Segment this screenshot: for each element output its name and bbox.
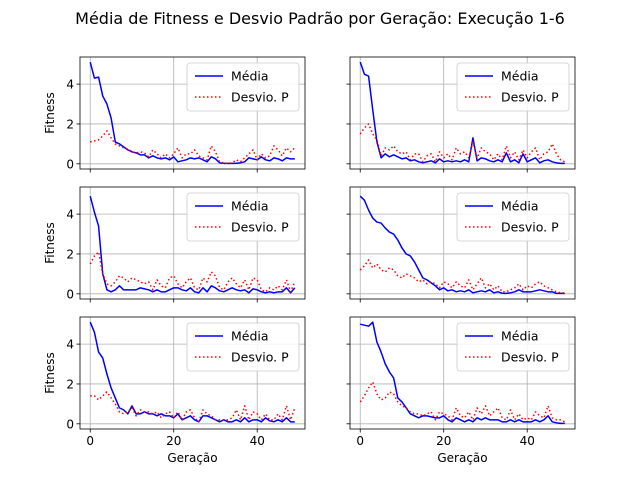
- series-group: [89, 321, 296, 423]
- x-tick-label: 0: [356, 434, 364, 448]
- series-line-desvio: [89, 251, 296, 293]
- legend-box: [186, 322, 300, 372]
- series-group: [359, 195, 565, 295]
- legend: Média Desvio. P: [456, 62, 570, 112]
- series-line-desvio: [359, 381, 566, 423]
- y-tick-label: 0: [66, 417, 74, 431]
- legend-box: [456, 62, 570, 112]
- subplot-row3-left: 0 20 40 0 2 4 Fitness Geração Média Desvio. P: [43, 316, 306, 465]
- y-tick-label: 4: [66, 78, 74, 92]
- subplot-row2-left: 0 2 4 Fitness Média Desvio. P: [43, 186, 306, 303]
- y-axis-label: Fitness: [43, 222, 57, 264]
- subplot-grid: 0 2 4 Fitness Média Desvio. P Média Desvio. P 0 2…: [43, 56, 576, 465]
- y-axis-label: Fitness: [43, 92, 57, 134]
- subplot-row2-right: Média Desvio. P: [346, 186, 576, 303]
- subplot-row1-left: 0 2 4 Fitness Média Desvio. P: [43, 56, 306, 173]
- legend: Média Desvio. P: [186, 322, 300, 372]
- axes-frame: [349, 316, 576, 430]
- series-group: [89, 61, 296, 165]
- legend-label-media: Média: [501, 199, 539, 214]
- axes-frame: [79, 186, 306, 300]
- y-tick-label: 2: [66, 247, 74, 261]
- legend-label-desvio: Desvio. P: [231, 220, 289, 235]
- x-tick-label: 0: [86, 434, 94, 448]
- series-line-media: [359, 195, 565, 295]
- series-line-media: [359, 61, 565, 165]
- legend-box: [456, 322, 570, 372]
- y-axis-label: Fitness: [43, 352, 57, 394]
- series-line-media: [89, 61, 295, 165]
- series-group: [89, 195, 296, 294]
- series-line-desvio: [359, 123, 566, 163]
- axes-frame: [79, 316, 306, 430]
- legend-label-desvio: Desvio. P: [501, 90, 559, 105]
- x-tick-label: 20: [166, 434, 181, 448]
- series-line-media: [89, 195, 296, 294]
- series-line-desvio: [359, 259, 565, 294]
- legend: Média Desvio. P: [186, 62, 300, 112]
- legend-box: [456, 192, 570, 242]
- legend-box: [186, 192, 300, 242]
- y-tick-label: 2: [66, 117, 74, 131]
- y-tick-label: 4: [66, 208, 74, 222]
- legend-label-desvio: Desvio. P: [231, 350, 289, 365]
- series-line-media: [360, 321, 565, 425]
- legend-label-media: Média: [231, 329, 269, 344]
- legend-box: [186, 62, 300, 112]
- figure-title: Média de Fitness e Desvio Padrão por Ger…: [75, 9, 565, 28]
- y-tick-label: 2: [66, 377, 74, 391]
- legend: Média Desvio. P: [456, 192, 570, 242]
- x-axis-label: Geração: [437, 451, 487, 465]
- subplot-row3-right: 0 20 40 Geração Média Desvio. P: [346, 316, 576, 465]
- x-tick-label: 40: [250, 434, 265, 448]
- legend: Média Desvio. P: [186, 192, 300, 242]
- subplot-row1-right: Média Desvio. P: [346, 56, 576, 173]
- legend: Média Desvio. P: [456, 322, 570, 372]
- legend-label-media: Média: [501, 69, 539, 84]
- series-line-media: [89, 321, 295, 423]
- x-axis-label: Geração: [167, 451, 217, 465]
- y-tick-label: 0: [66, 157, 74, 171]
- series-group: [359, 321, 566, 425]
- axes-frame: [79, 56, 306, 170]
- series-line-desvio: [90, 130, 296, 165]
- legend-label-media: Média: [501, 329, 539, 344]
- x-tick-label: 20: [436, 434, 451, 448]
- axes-frame: [349, 186, 576, 300]
- legend-label-desvio: Desvio. P: [501, 220, 559, 235]
- axes-frame: [349, 56, 576, 170]
- legend-label-media: Média: [231, 199, 269, 214]
- legend-label-desvio: Desvio. P: [501, 350, 559, 365]
- legend-label-desvio: Desvio. P: [231, 90, 289, 105]
- y-tick-label: 4: [66, 338, 74, 352]
- legend-label-media: Média: [231, 69, 269, 84]
- series-group: [359, 61, 566, 165]
- y-tick-label: 0: [66, 287, 74, 301]
- x-tick-label: 40: [520, 434, 535, 448]
